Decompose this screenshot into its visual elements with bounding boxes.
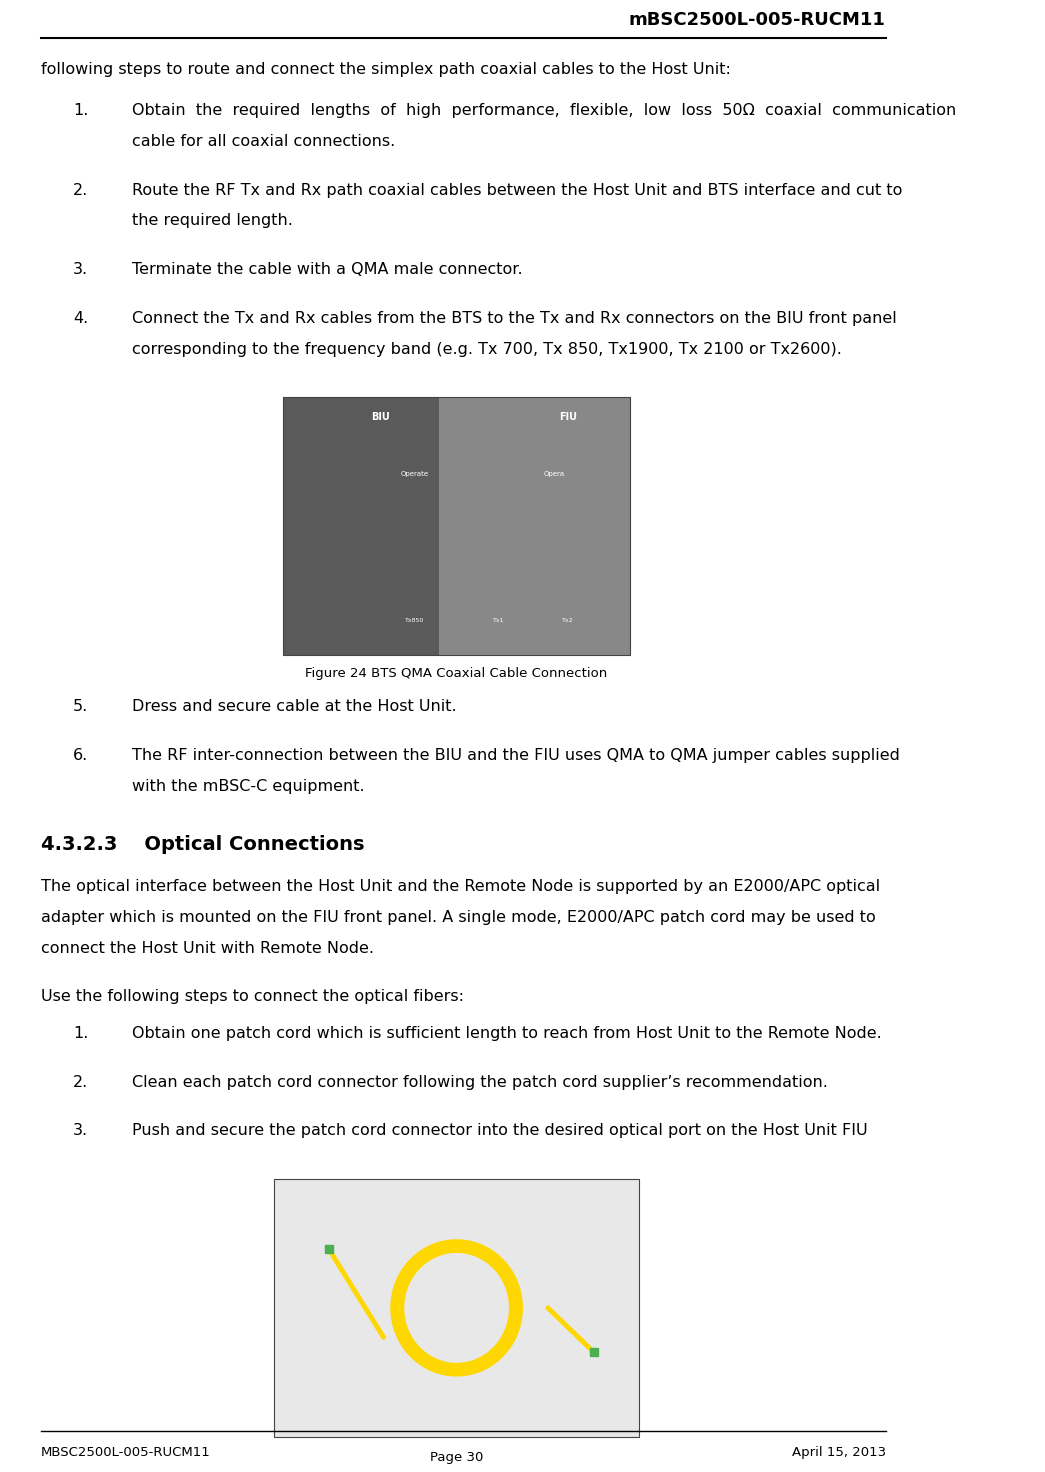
- FancyBboxPatch shape: [283, 397, 630, 655]
- FancyBboxPatch shape: [439, 397, 630, 655]
- Text: MBSC2500L-005-RUCM11: MBSC2500L-005-RUCM11: [41, 1446, 211, 1459]
- Text: The optical interface between the Host Unit and the Remote Node is supported by : The optical interface between the Host U…: [41, 879, 880, 894]
- Text: Tx1: Tx1: [492, 618, 504, 623]
- FancyBboxPatch shape: [283, 397, 439, 655]
- Text: adapter which is mounted on the FIU front panel. A single mode, E2000/APC patch : adapter which is mounted on the FIU fron…: [41, 910, 876, 924]
- Text: Push and secure the patch cord connector into the desired optical port on the Ho: Push and secure the patch cord connector…: [133, 1123, 868, 1138]
- Text: connect the Host Unit with Remote Node.: connect the Host Unit with Remote Node.: [41, 941, 374, 955]
- Text: 1.: 1.: [73, 1026, 89, 1041]
- Text: 2.: 2.: [73, 183, 89, 197]
- Text: mBSC2500L-005-RUCM11: mBSC2500L-005-RUCM11: [629, 12, 886, 29]
- Text: with the mBSC-C equipment.: with the mBSC-C equipment.: [133, 779, 365, 793]
- FancyBboxPatch shape: [274, 1179, 640, 1437]
- Text: Connect the Tx and Rx cables from the BTS to the Tx and Rx connectors on the BIU: Connect the Tx and Rx cables from the BT…: [133, 311, 898, 325]
- Text: 5.: 5.: [73, 699, 89, 714]
- Text: the required length.: the required length.: [133, 213, 294, 228]
- Text: Terminate the cable with a QMA male connector.: Terminate the cable with a QMA male conn…: [133, 262, 524, 277]
- Text: Obtain one patch cord which is sufficient length to reach from Host Unit to the : Obtain one patch cord which is sufficien…: [133, 1026, 882, 1041]
- Text: Use the following steps to connect the optical fibers:: Use the following steps to connect the o…: [41, 989, 464, 1004]
- Text: Opera: Opera: [543, 471, 564, 477]
- Text: Figure 24 BTS QMA Coaxial Cable Connection: Figure 24 BTS QMA Coaxial Cable Connecti…: [305, 667, 608, 680]
- Text: cable for all coaxial connections.: cable for all coaxial connections.: [133, 134, 396, 149]
- Text: 2.: 2.: [73, 1075, 89, 1089]
- Text: 4.: 4.: [73, 311, 89, 325]
- Text: Page 30: Page 30: [429, 1451, 483, 1465]
- Text: Obtain  the  required  lengths  of  high  performance,  flexible,  low  loss  50: Obtain the required lengths of high perf…: [133, 103, 956, 118]
- Text: 3.: 3.: [73, 1123, 88, 1138]
- Text: following steps to route and connect the simplex path coaxial cables to the Host: following steps to route and connect the…: [41, 62, 730, 77]
- Text: 4.3.2.3    Optical Connections: 4.3.2.3 Optical Connections: [41, 835, 365, 854]
- Text: Route the RF Tx and Rx path coaxial cables between the Host Unit and BTS interfa: Route the RF Tx and Rx path coaxial cabl…: [133, 183, 903, 197]
- Text: Operate: Operate: [401, 471, 429, 477]
- Text: BIU: BIU: [371, 412, 390, 422]
- Text: corresponding to the frequency band (e.g. Tx 700, Tx 850, Tx1900, Tx 2100 or Tx2: corresponding to the frequency band (e.g…: [133, 342, 842, 356]
- Text: 6.: 6.: [73, 748, 89, 762]
- Text: FIU: FIU: [559, 412, 577, 422]
- Text: Tx850: Tx850: [405, 618, 424, 623]
- Text: April 15, 2013: April 15, 2013: [792, 1446, 886, 1459]
- Text: 3.: 3.: [73, 262, 88, 277]
- Text: Tx2: Tx2: [562, 618, 574, 623]
- Text: Clean each patch cord connector following the patch cord supplier’s recommendati: Clean each patch cord connector followin…: [133, 1075, 829, 1089]
- Text: The RF inter-connection between the BIU and the FIU uses QMA to QMA jumper cable: The RF inter-connection between the BIU …: [133, 748, 901, 762]
- Text: 1.: 1.: [73, 103, 89, 118]
- Text: Dress and secure cable at the Host Unit.: Dress and secure cable at the Host Unit.: [133, 699, 457, 714]
